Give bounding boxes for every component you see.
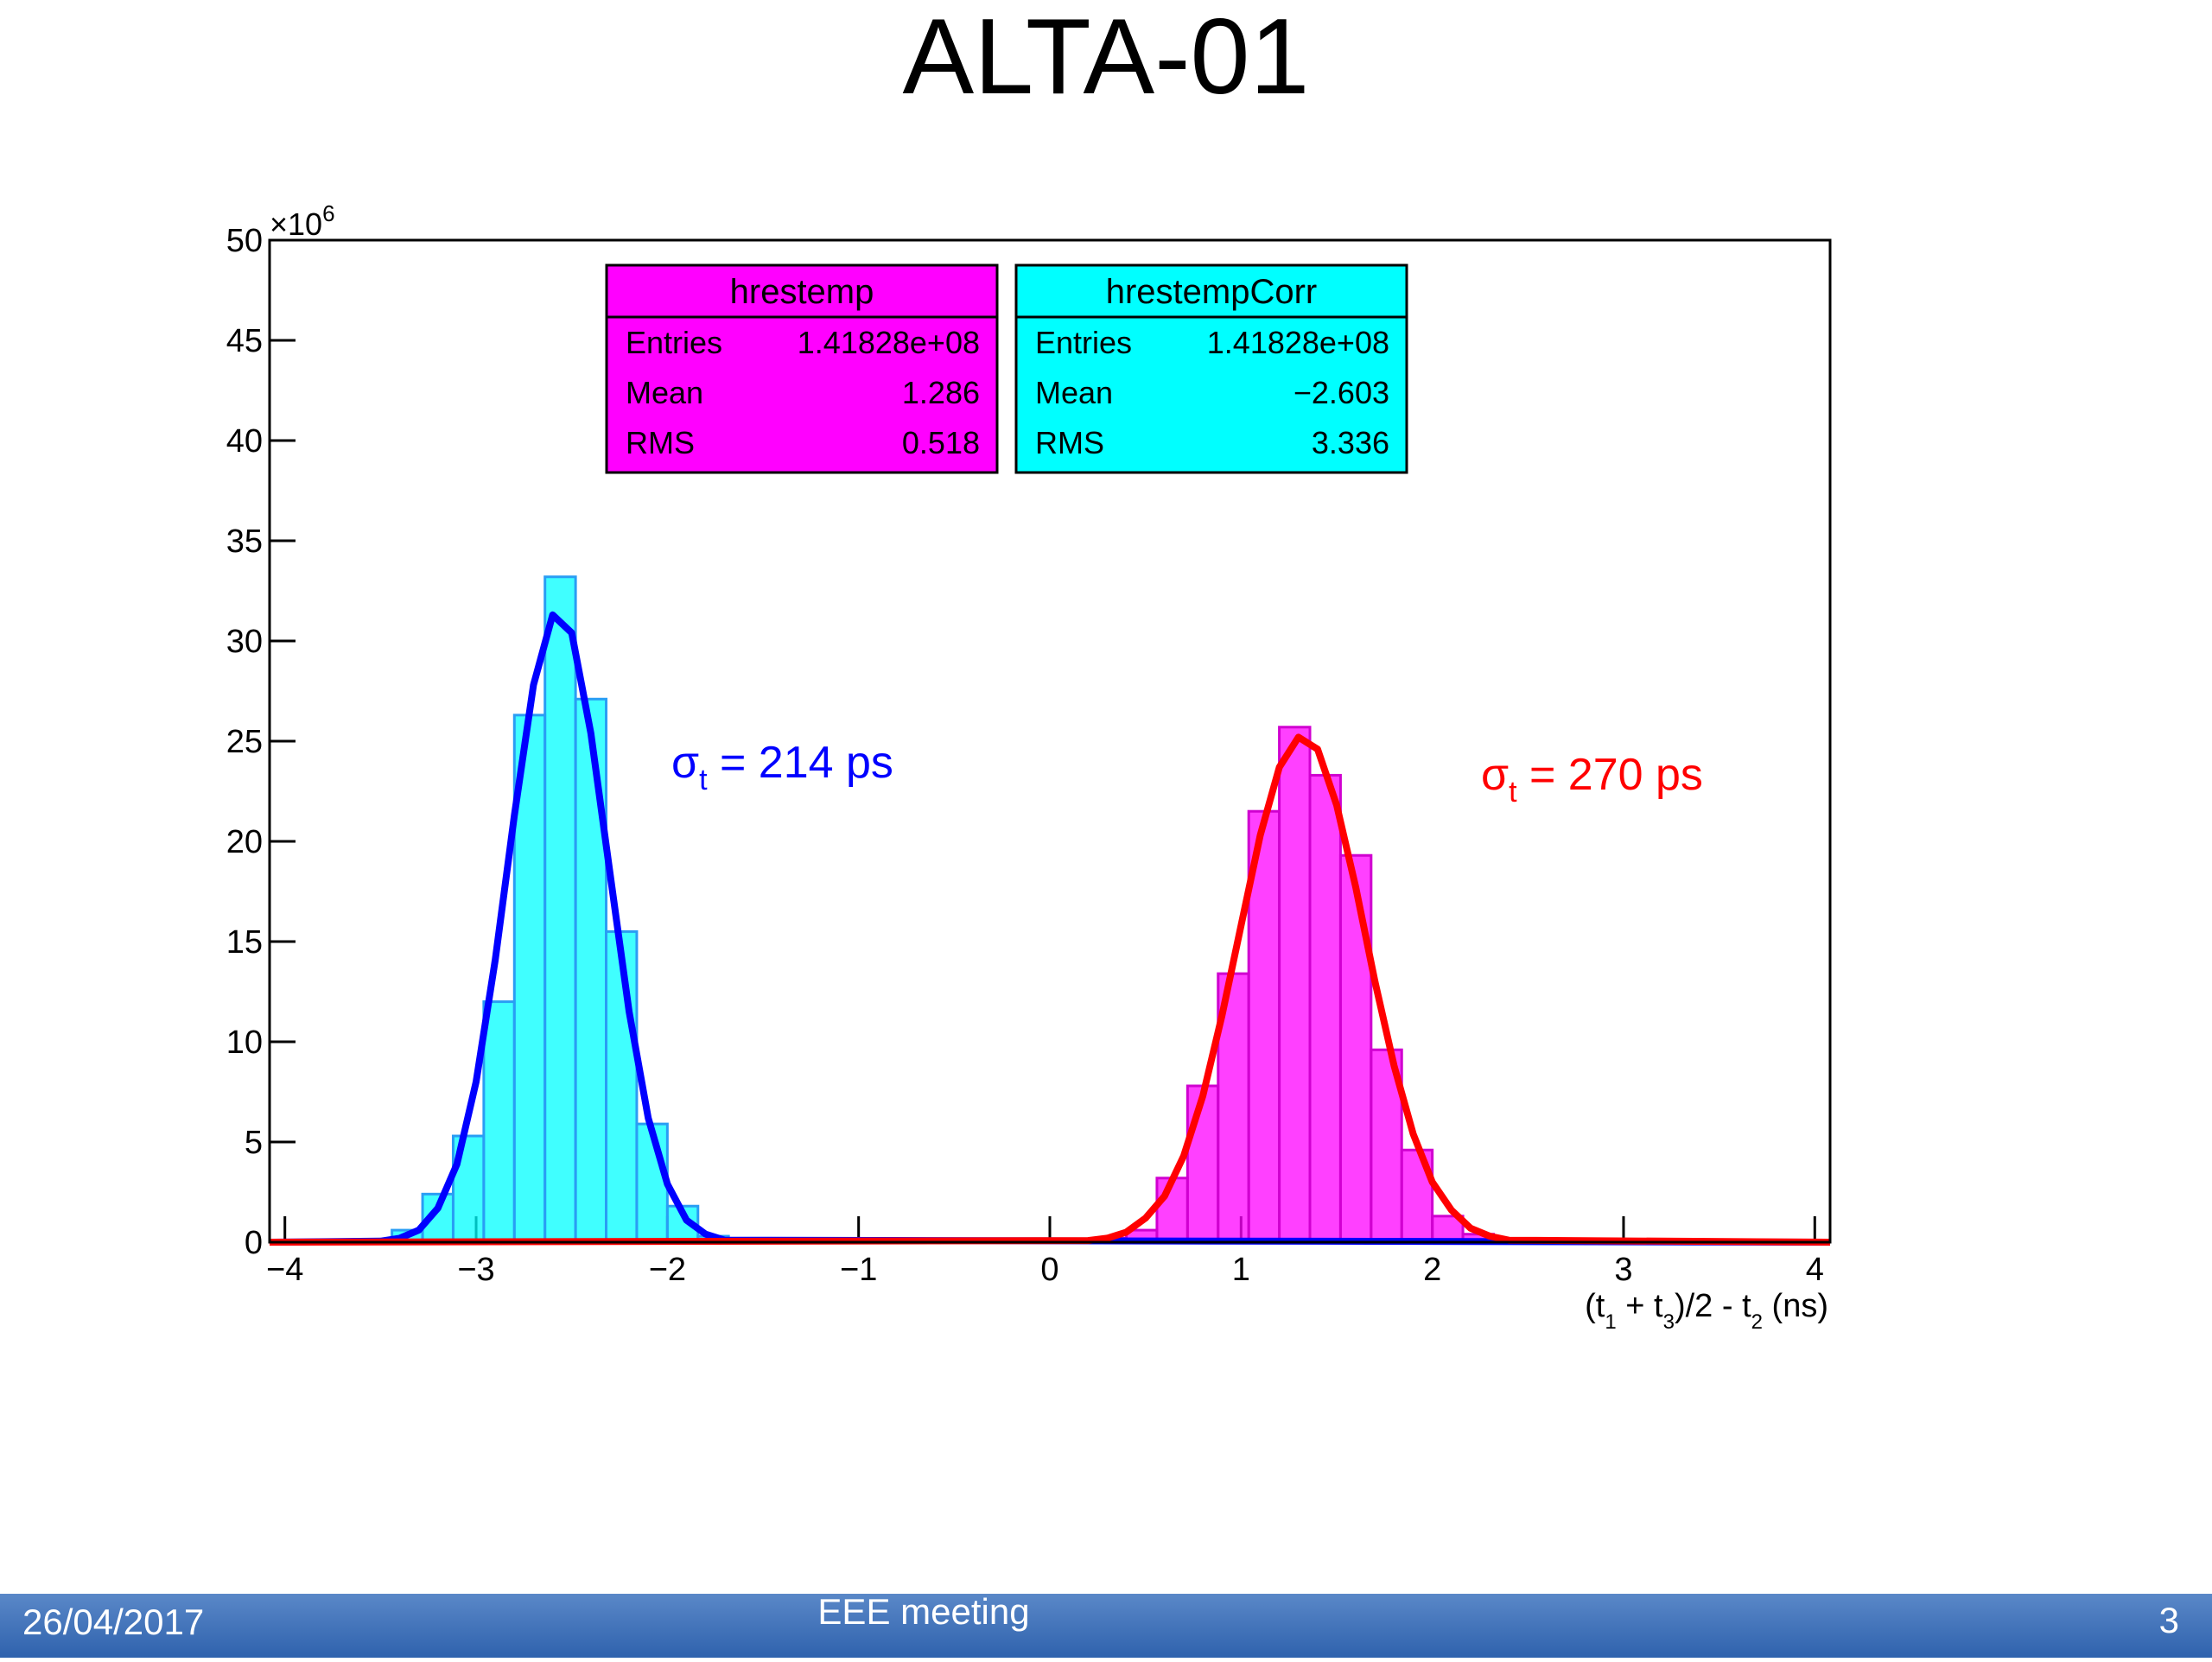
x-tick-label: −3 [457, 1252, 494, 1288]
stats-value: 0.518 [902, 425, 980, 460]
stats-box [1014, 263, 1408, 474]
histogram-bar [1308, 773, 1342, 1244]
stats-value: 3.336 [1312, 425, 1389, 460]
y-tick-label: 25 [226, 724, 263, 760]
x-axis-label: (t1 + t3)/2 - t2 (ns) [1585, 1288, 1828, 1334]
x-tick-label: 1 [1232, 1252, 1250, 1288]
stats-box [605, 263, 999, 474]
annotation: σt = 270 ps [1481, 750, 1703, 809]
fit-curve [269, 733, 1831, 1246]
x-tick-label: 0 [1040, 1252, 1058, 1288]
stats-label: RMS [1035, 425, 1104, 460]
x-tick-label: 2 [1423, 1252, 1441, 1288]
fit-curve [269, 611, 1831, 1246]
footer-page: 3 [2159, 1600, 2179, 1640]
y-tick-label: 30 [226, 624, 263, 660]
footer-date: 26/04/2017 [22, 1602, 204, 1642]
stats-label: RMS [626, 425, 695, 460]
annotation-symbol: σ [671, 738, 699, 788]
stats-title: hrestemp [730, 273, 874, 311]
annotation: σt = 214 ps [671, 738, 893, 796]
x-axis-label-subscript: 2 [1751, 1310, 1763, 1334]
x-axis-label-text: (t [1585, 1288, 1605, 1324]
x-tick-label: 3 [1614, 1252, 1632, 1288]
x-axis-label-text: + t [1617, 1288, 1663, 1324]
histogram-bar [1338, 853, 1373, 1244]
stats-title: hrestempCorr [1106, 273, 1318, 311]
histogram-bar [1247, 809, 1281, 1244]
y-tick-label: 20 [226, 824, 263, 860]
plot-frame [268, 238, 1832, 1244]
stats-value: 1.286 [902, 375, 980, 410]
y-tick-label: 5 [245, 1125, 263, 1161]
stats-label: Mean [1035, 375, 1113, 410]
histogram-bar [1185, 1084, 1220, 1244]
footer-bar [0, 1594, 2212, 1658]
y-tick-label: 50 [226, 223, 263, 259]
stats-label: Entries [626, 325, 722, 360]
histogram-bar [482, 1000, 516, 1244]
x-axis-label-text: )/2 - t [1675, 1288, 1751, 1324]
y-tick-label: 40 [226, 423, 263, 460]
x-tick-label: −1 [840, 1252, 877, 1288]
annotation-symbol: σ [1481, 750, 1509, 800]
slide-title: ALTA-01 [903, 0, 1310, 117]
x-tick-label: −4 [266, 1252, 303, 1288]
stats-value: 1.41828e+08 [1207, 325, 1389, 360]
y-tick-label: 0 [245, 1225, 263, 1261]
stats-label: Entries [1035, 325, 1132, 360]
y-multiplier-base: ×10 [270, 206, 322, 242]
footer-title: EEE meeting [817, 1591, 1029, 1632]
histogram-bar [574, 697, 608, 1244]
annotation-subscript: t [699, 764, 708, 796]
stats-label: Mean [626, 375, 703, 410]
histogram-bar [605, 929, 639, 1244]
x-axis-label-subscript: 1 [1605, 1310, 1616, 1334]
y-tick-label: 35 [226, 523, 263, 560]
stats-value: −2.603 [1294, 375, 1389, 410]
y-multiplier-exponent: 6 [322, 200, 334, 226]
x-tick-label: −2 [649, 1252, 686, 1288]
y-tick-label: 10 [226, 1024, 263, 1061]
histogram-bar [1278, 726, 1312, 1244]
x-axis-label-text: (ns) [1763, 1288, 1828, 1324]
x-tick-label: 4 [1806, 1252, 1824, 1288]
y-multiplier: ×106 [270, 200, 335, 242]
annotation-subscript: t [1509, 776, 1517, 809]
y-tick-label: 15 [226, 924, 263, 961]
histogram-bar [543, 575, 577, 1244]
annotation-text: = 214 ps [708, 738, 893, 788]
stats-value: 1.41828e+08 [798, 325, 980, 360]
x-axis-label-subscript: 3 [1663, 1310, 1675, 1334]
annotation-text: = 270 ps [1517, 750, 1703, 800]
y-tick-label: 45 [226, 323, 263, 359]
